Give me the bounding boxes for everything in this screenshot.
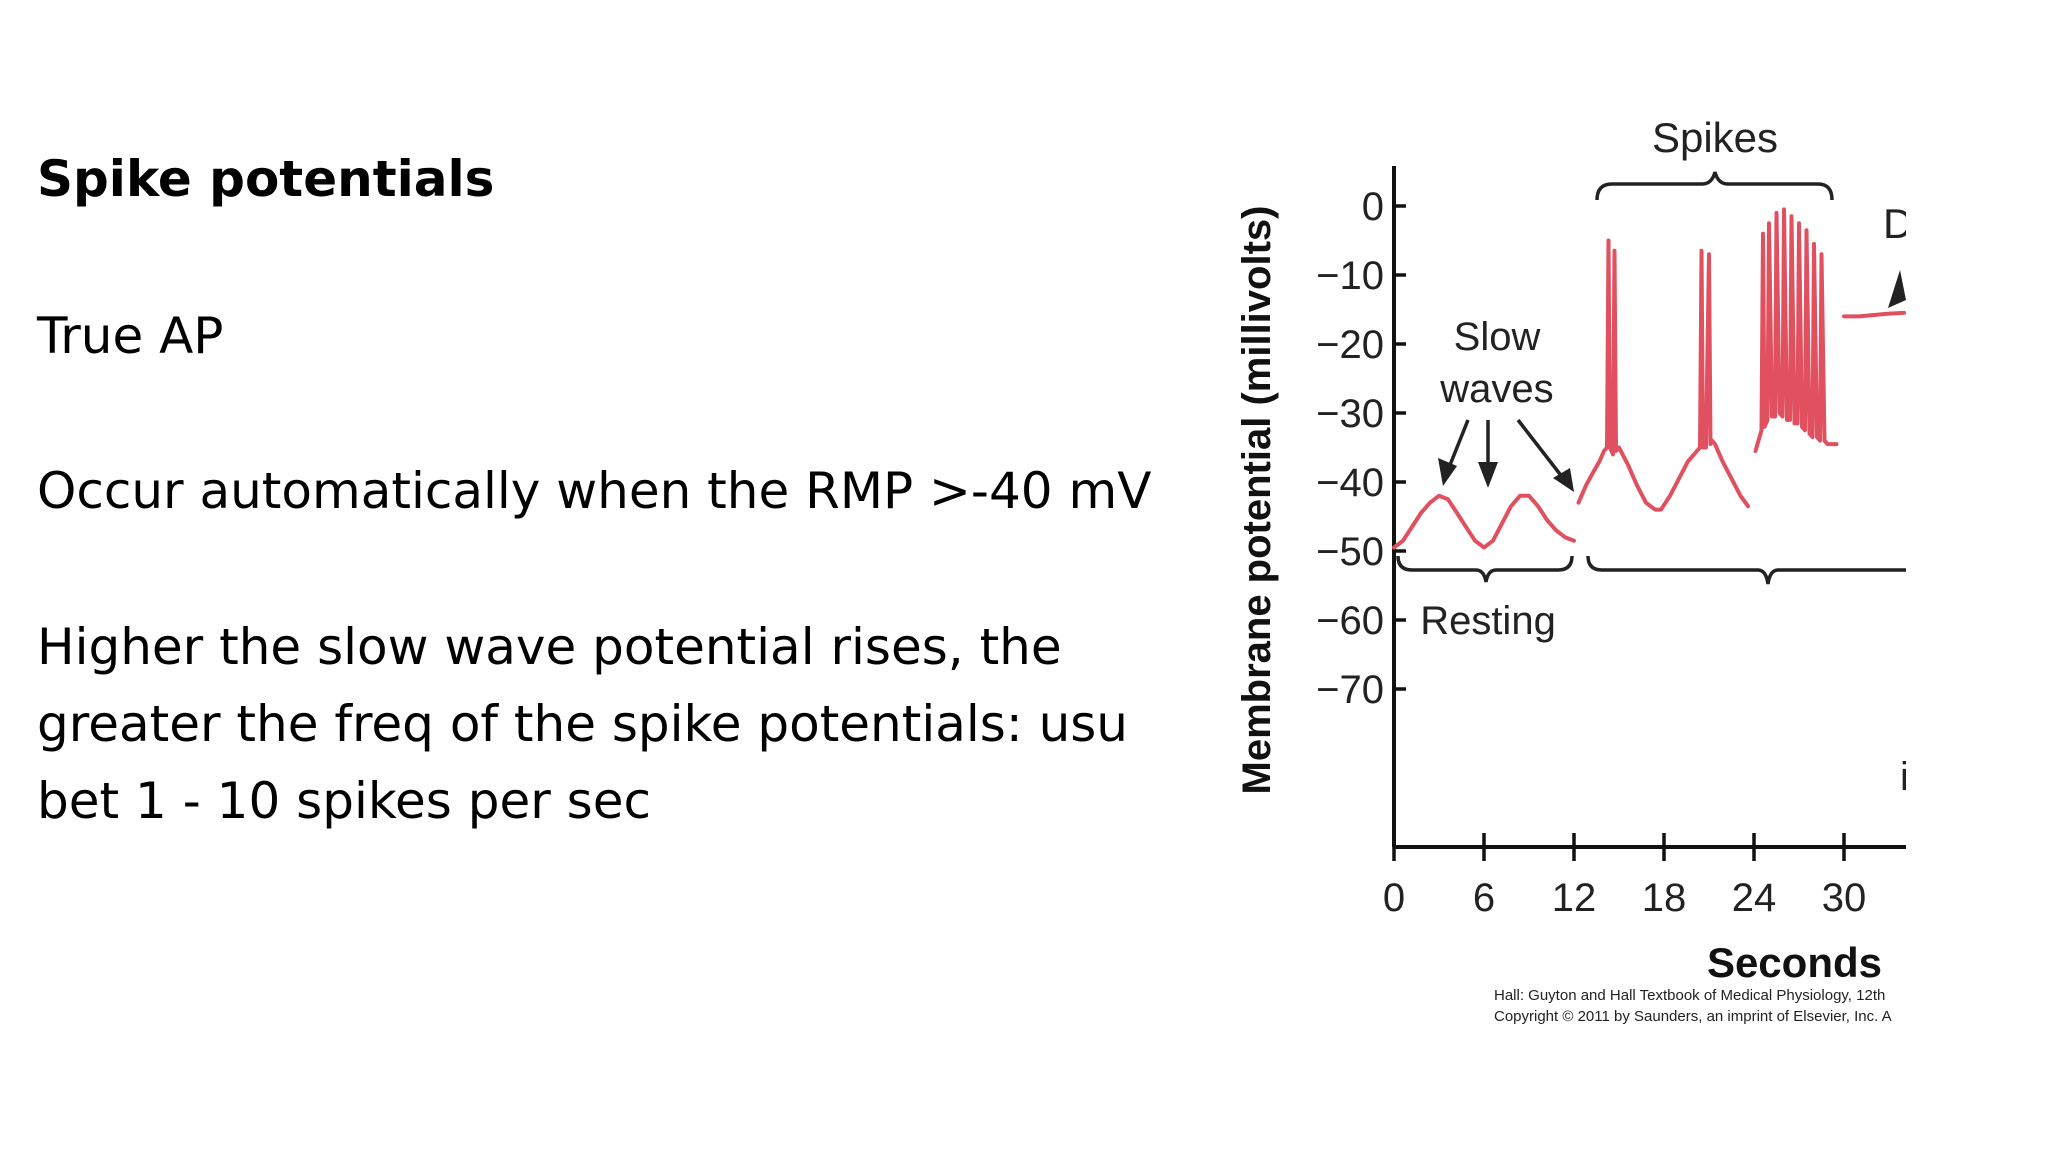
bullet-true-ap: True AP: [37, 307, 224, 365]
annotation-layer: Spikes Slow waves Resting D i Hall: Guyt…: [1396, 114, 1913, 1025]
y-tick-label: −70: [1316, 668, 1384, 712]
slow-wave-arrowhead-2: [1478, 462, 1498, 488]
x-axis-label: Seconds: [1707, 939, 1882, 986]
y-tick-label: −10: [1316, 254, 1384, 298]
partial-label-2: i: [1900, 755, 1909, 799]
slow-wave-arrow-3: [1516, 418, 1565, 480]
slow-waves-label-line2: waves: [1439, 367, 1553, 411]
slow-wave-arrowhead-3: [1553, 468, 1574, 492]
ticks-layer: 0 −10 −20 −30 −40 −50 −60 −70 0 6 12 18 24 30 Seconds M…: [1235, 185, 1882, 986]
resting-brace: [1396, 555, 1574, 583]
x-tick-label: 6: [1473, 876, 1495, 920]
y-axis-label: Membrane potential (millivolts): [1235, 206, 1279, 795]
y-tick-label: −20: [1316, 323, 1384, 367]
x-tick-label: 0: [1383, 876, 1405, 920]
slide-title: Spike potentials: [37, 150, 495, 208]
series-layer: [1392, 207, 1906, 550]
spikes-brace: [1595, 171, 1834, 201]
slow-wave-arrow-1: [1446, 419, 1470, 471]
bullet-spike-frequency: Higher the slow wave potential rises, th…: [37, 618, 1128, 830]
lower-brace: [1586, 555, 1906, 585]
figure-crop-mask: [1906, 90, 2022, 1090]
slow-waves-label-line1: Slow: [1454, 315, 1541, 359]
y-tick-label: −30: [1316, 392, 1384, 436]
y-tick-label: −40: [1316, 461, 1384, 505]
series-line-4: [1842, 310, 1906, 319]
figure-caption-line2: Copyright © 2011 by Saunders, an imprint…: [1494, 1008, 1892, 1025]
partial-arrowhead: [1888, 270, 1906, 308]
resting-label: Resting: [1420, 599, 1556, 643]
x-tick-label: 18: [1642, 876, 1687, 920]
series-line-2: [1576, 238, 1750, 512]
x-tick-label: 12: [1552, 876, 1597, 920]
membrane-potential-chart: 0 −10 −20 −30 −40 −50 −60 −70 0 6 12 18 24 30 Seconds M…: [1235, 90, 2022, 1090]
y-tick-label: −60: [1316, 599, 1384, 643]
x-tick-label: 30: [1822, 876, 1867, 920]
spikes-label: Spikes: [1652, 114, 1778, 161]
y-tick-label: −50: [1316, 530, 1384, 574]
membrane-potential-figure: 0 −10 −20 −30 −40 −50 −60 −70 0 6 12 18 24 30 Seconds M…: [1232, 90, 2022, 1152]
figure-caption-line1: Hall: Guyton and Hall Textbook of Medica…: [1494, 987, 1885, 1004]
y-tick-label: 0: [1362, 185, 1384, 229]
x-tick-label: 24: [1732, 876, 1777, 920]
series-line-3: [1753, 207, 1839, 453]
bullet-rmp-threshold: Occur automatically when the RMP >-40 mV: [37, 462, 1152, 520]
series-line-1: [1392, 493, 1576, 550]
slow-wave-arrowhead-1: [1438, 458, 1457, 486]
axes-layer: [1392, 166, 1906, 849]
